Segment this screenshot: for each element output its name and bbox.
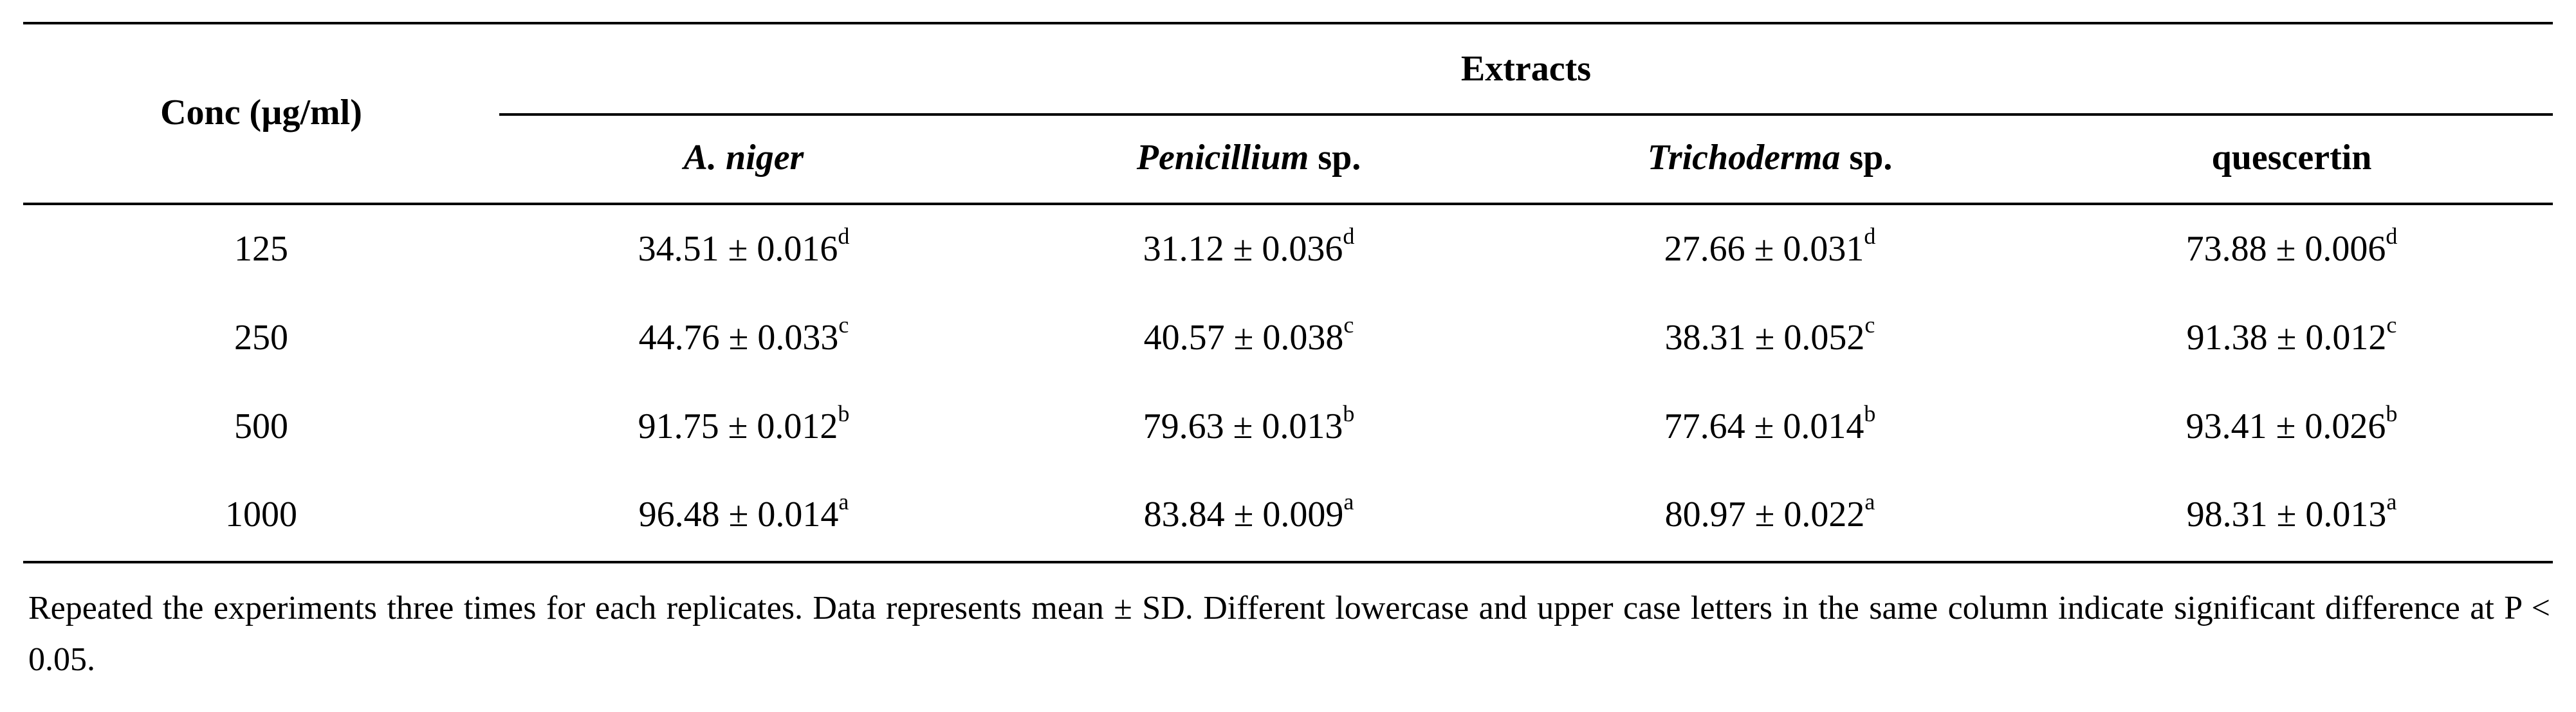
table-cell: 44.76 ± 0.033c — [638, 312, 849, 358]
extracts-span-rule — [499, 113, 2553, 116]
conc-column-header: Conc (µg/ml) — [160, 93, 362, 132]
table-cell: 98.31 ± 0.013a — [2186, 489, 2397, 534]
table-cell: 40.57 ± 0.038c — [1143, 312, 1354, 358]
header-bottom-rule — [23, 203, 2553, 205]
table-cell: 31.12 ± 0.036d — [1143, 223, 1355, 269]
table-cell: 83.84 ± 0.009a — [1143, 489, 1354, 534]
table-cell: 96.48 ± 0.014a — [638, 489, 849, 534]
table-top-rule — [23, 22, 2553, 24]
column-header-penicillium: Penicillium sp. — [1136, 138, 1361, 178]
table-cell: 79.63 ± 0.013b — [1143, 401, 1355, 446]
table-cell: 38.31 ± 0.052c — [1664, 312, 1875, 358]
table-cell: 91.38 ± 0.012c — [2186, 312, 2397, 358]
table-cell: 34.51 ± 0.016d — [638, 223, 850, 269]
table-cell: 77.64 ± 0.014b — [1664, 401, 1876, 446]
table-cell: 73.88 ± 0.006d — [2185, 223, 2398, 269]
row-conc-cell: 500 — [234, 406, 288, 446]
table-footnote: Repeated the experiments three times for… — [28, 590, 2550, 678]
table-cell: 27.66 ± 0.031d — [1664, 223, 1876, 269]
column-header-quescertin: quescertin — [2211, 138, 2372, 178]
row-conc-cell: 125 — [234, 229, 288, 269]
row-conc-cell: 250 — [234, 318, 288, 358]
table-cell: 93.41 ± 0.026b — [2185, 401, 2398, 446]
table-bottom-rule — [23, 561, 2553, 563]
column-header-a-niger: A. niger — [683, 138, 804, 178]
extracts-group-header: Extracts — [1460, 49, 1592, 89]
table-cell: 91.75 ± 0.012b — [638, 401, 850, 446]
column-header-trichoderma: Trichoderma sp. — [1647, 138, 1893, 178]
table-cell: 80.97 ± 0.022a — [1664, 489, 1875, 534]
row-conc-cell: 1000 — [225, 495, 297, 534]
